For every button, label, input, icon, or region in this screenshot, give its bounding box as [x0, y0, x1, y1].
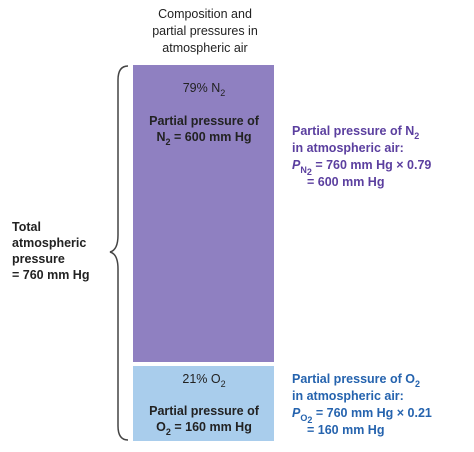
subscript: 2 [414, 131, 419, 141]
side-line: in atmospheric air: [292, 389, 404, 403]
header-line: atmospheric air [162, 41, 247, 55]
text: = 760 mm Hg × 0.21 [312, 406, 432, 420]
side-line: Partial pressure of N2 [292, 124, 419, 141]
nitrogen-box [133, 65, 274, 362]
side-line: = 600 mm Hg [307, 175, 384, 189]
text: O [156, 420, 166, 434]
text: Partial pressure of N [292, 124, 414, 138]
header-line: partial pressures in [152, 24, 258, 38]
box-label: 79% N2 [183, 81, 226, 98]
total-label: Total atmospheric pressure = 760 mm Hg [12, 220, 89, 282]
subscript: 2 [221, 379, 226, 389]
total-line: Total [12, 220, 41, 234]
header-line: Composition and [158, 7, 252, 21]
box-line: Partial pressure of [149, 404, 260, 418]
total-line: = 760 mm Hg [12, 268, 89, 282]
text: Partial pressure of O [292, 372, 415, 386]
text: 21% O [182, 372, 220, 386]
total-line: pressure [12, 252, 65, 266]
subscript: 2 [166, 137, 171, 147]
oxygen-box [133, 366, 274, 441]
oxygen-side-text: Partial pressure of O2 in atmospheric ai… [292, 372, 432, 437]
text: = 760 mm Hg × 0.79 [312, 158, 432, 172]
subscript: O [300, 413, 307, 423]
text: = 600 mm Hg [171, 130, 252, 144]
subscript: 2 [307, 167, 312, 177]
oxygen-box-text: 21% O2 Partial pressure of O2 = 160 mm H… [149, 372, 260, 437]
subscript: 2 [166, 427, 171, 437]
subscript: N [300, 165, 307, 175]
side-line: PO2 = 760 mm Hg × 0.21 [292, 406, 432, 425]
side-line: Partial pressure of O2 [292, 372, 420, 389]
text: P [292, 406, 301, 420]
text: P [292, 158, 301, 172]
box-line: O2 = 160 mm Hg [156, 420, 252, 437]
text: 79% N [183, 81, 221, 95]
nitrogen-box-text: 79% N2 Partial pressure of N2 = 600 mm H… [149, 81, 260, 147]
subscript: 2 [415, 379, 420, 389]
box-label: 21% O2 [182, 372, 225, 389]
total-line: atmospheric [12, 236, 86, 250]
nitrogen-side-text: Partial pressure of N2 in atmospheric ai… [292, 124, 431, 189]
side-line: in atmospheric air: [292, 141, 404, 155]
text: N [157, 130, 166, 144]
box-line: N2 = 600 mm Hg [157, 130, 252, 147]
side-line: = 160 mm Hg [307, 423, 384, 437]
subscript: 2 [307, 415, 312, 425]
subscript: 2 [220, 88, 225, 98]
side-line: PN2 = 760 mm Hg × 0.79 [292, 158, 431, 177]
brace [109, 65, 129, 441]
text: = 160 mm Hg [171, 420, 252, 434]
box-line: Partial pressure of [149, 114, 260, 128]
header: Composition and partial pressures in atm… [152, 7, 258, 55]
